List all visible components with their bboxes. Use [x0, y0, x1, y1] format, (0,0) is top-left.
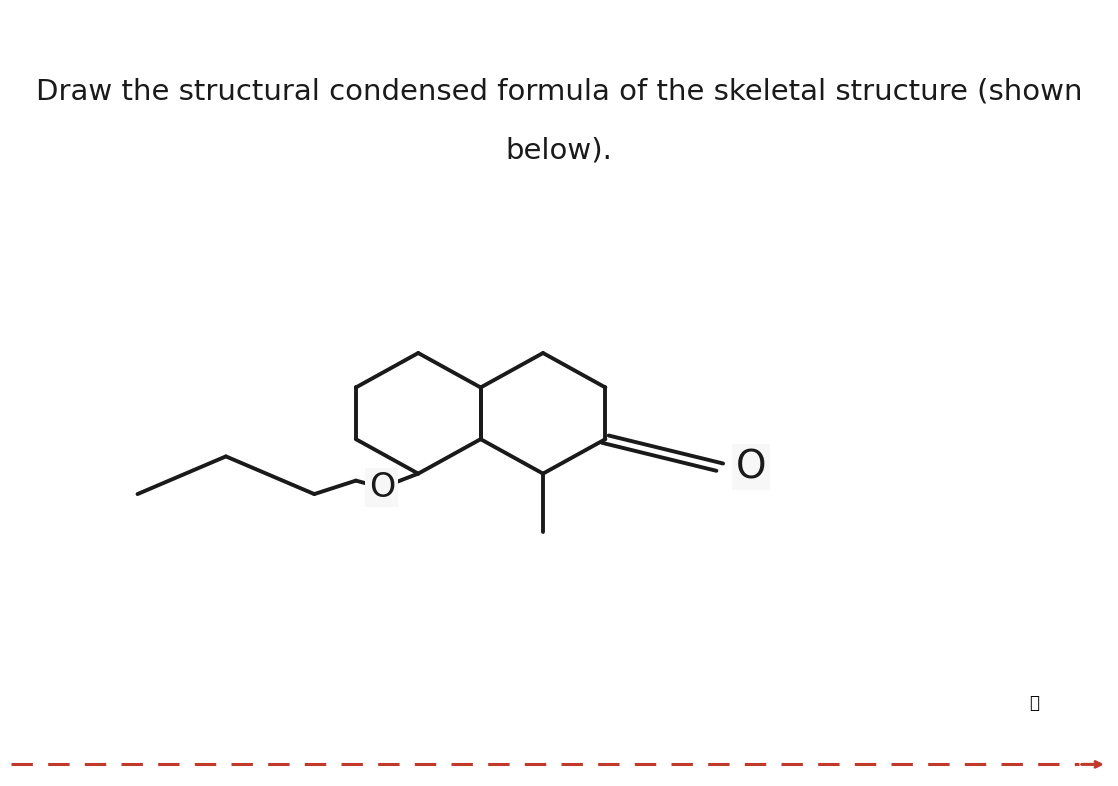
- Text: O: O: [369, 471, 395, 504]
- Text: below).: below).: [505, 137, 613, 164]
- Text: 🔍: 🔍: [1030, 695, 1039, 712]
- Text: Draw the structural condensed formula of the skeletal structure (shown: Draw the structural condensed formula of…: [36, 77, 1082, 105]
- Text: O: O: [736, 448, 766, 487]
